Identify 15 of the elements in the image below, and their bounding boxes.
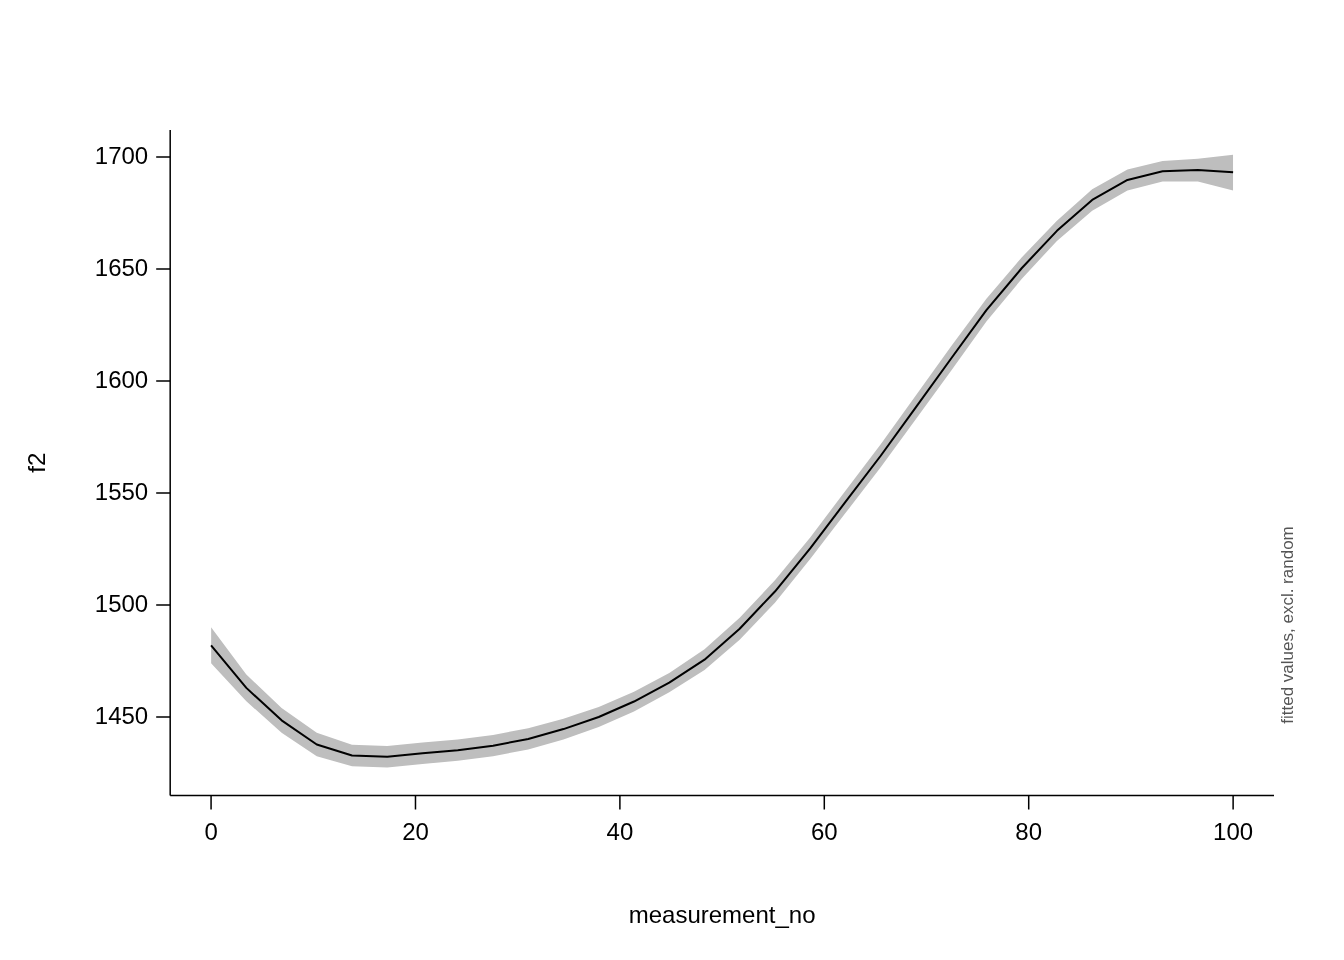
x-tick-label: 20: [402, 818, 429, 846]
text: fitted values, excl. random: [1278, 526, 1298, 724]
y-tick-label: 1550: [94, 477, 149, 505]
y-tick-label: 1500: [94, 589, 149, 617]
x-tick-label: 40: [606, 818, 634, 846]
x-axis-title: measurement_no: [628, 901, 816, 929]
y-axis-title: f2: [23, 452, 51, 473]
y-tick-label: 1700: [94, 141, 149, 169]
x-tick-label: 100: [1213, 818, 1254, 846]
x-tick-label: 0: [204, 818, 218, 846]
x-tick-label: 60: [810, 818, 838, 846]
y-tick-label: 1450: [94, 701, 149, 729]
y-tick-label: 1650: [94, 253, 149, 281]
x-tick-label: 80: [1015, 818, 1043, 846]
y-tick-label: 1600: [94, 365, 149, 393]
